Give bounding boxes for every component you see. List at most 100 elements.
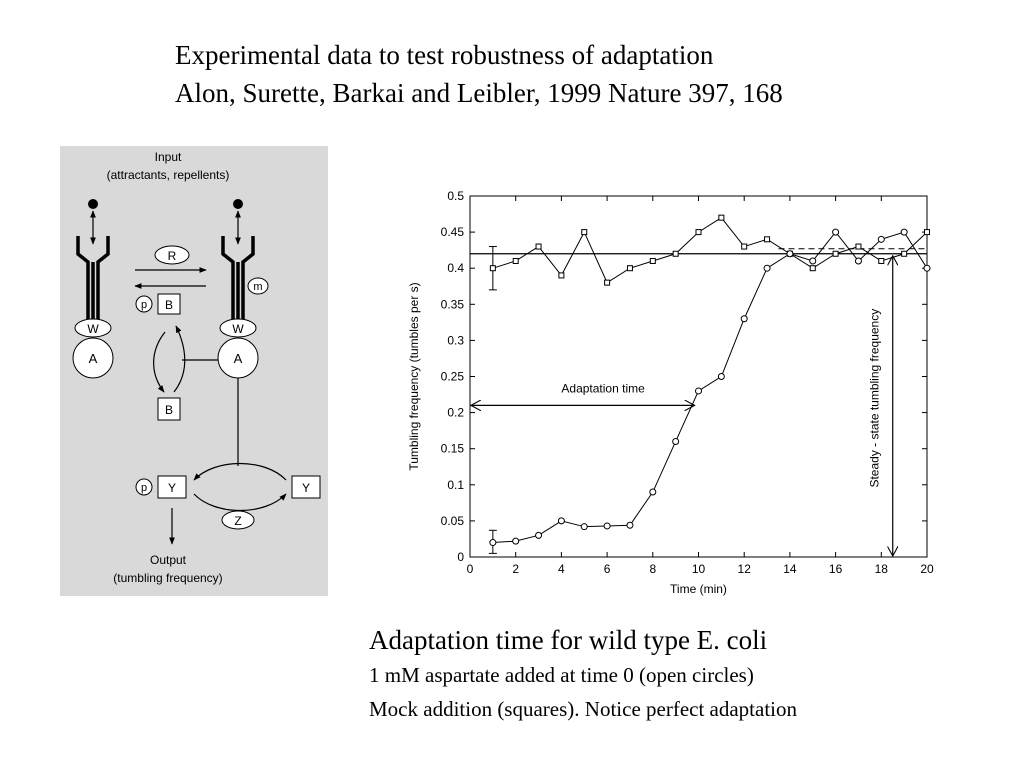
node-B-bottom — [157, 397, 181, 421]
x-tick-label: 12 — [738, 562, 752, 576]
data-point-square — [924, 229, 930, 236]
chemotaxis-pathway-diagram: Input (attractants, repellents) W A m W … — [60, 146, 328, 596]
y-tick-label: 0.15 — [441, 442, 465, 456]
x-tick-label: 0 — [467, 562, 474, 576]
data-point-square — [718, 214, 725, 221]
x-tick-label: 14 — [783, 562, 797, 576]
input-label: Input — [155, 150, 182, 164]
data-point-square — [672, 250, 679, 257]
data-point-circle — [763, 264, 771, 272]
data-point-circle — [489, 539, 497, 547]
data-point-square — [695, 229, 702, 236]
output-sublabel: (tumbling frequency) — [113, 571, 222, 585]
data-point-circle — [740, 315, 748, 323]
data-point-circle — [626, 521, 634, 529]
caption-line-2: 1 mM aspartate added at time 0 (open cir… — [369, 663, 754, 687]
data-point-square — [649, 257, 656, 264]
data-point-circle — [580, 523, 588, 531]
node-A-left-label: A — [89, 351, 98, 366]
node-p-B-label: p — [141, 299, 147, 311]
y-axis-label: Tumbling frequency (tumbles per s) — [407, 282, 421, 470]
node-R — [154, 245, 190, 265]
node-A-left — [72, 337, 114, 379]
node-Z — [221, 510, 255, 530]
title-line-2: Alon, Surette, Barkai and Leibler, 1999 … — [175, 78, 783, 108]
title-line-1: Experimental data to test robustness of … — [175, 40, 714, 70]
x-tick-label: 10 — [692, 562, 706, 576]
x-tick-label: 4 — [558, 562, 565, 576]
y-tick-label: 0.3 — [447, 333, 464, 347]
tumbling-frequency-chart: 0 2 4 6 8 10 12 14 16 18 20 0 0.05 0.1 0.15 0.2 0.25 0.3 0… — [407, 189, 934, 596]
node-Y-right — [291, 475, 321, 499]
B-cycle-left — [153, 331, 166, 393]
y-tick-label: 0.25 — [441, 370, 465, 384]
data-point-circle — [603, 522, 611, 530]
node-Y-right-label: Y — [302, 481, 310, 495]
data-point-circle — [809, 257, 817, 265]
input-sublabel: (attractants, repellents) — [107, 168, 230, 182]
ligand-dot-left — [88, 199, 98, 209]
y-tick-label: 0.5 — [447, 189, 464, 203]
data-point-square — [626, 265, 633, 272]
node-B-top-label: B — [165, 298, 173, 312]
data-point-circle — [877, 235, 885, 243]
ligand-dot-right — [233, 199, 243, 209]
series-line-squares — [492, 216, 928, 284]
y-tick-label: 0.2 — [447, 406, 464, 420]
y-tick-label: 0.4 — [447, 261, 464, 275]
data-point-square — [878, 257, 885, 264]
node-Y-left-label: Y — [168, 481, 176, 495]
data-point-square — [604, 279, 611, 286]
plot-frame — [469, 195, 928, 558]
data-point-circle — [649, 488, 657, 496]
x-tick-label: 2 — [512, 562, 519, 576]
data-point-circle — [854, 257, 862, 265]
data-point-circle — [695, 387, 702, 395]
slide-title: Experimental data to test robustness of … — [175, 36, 783, 112]
data-point-circle — [923, 264, 931, 272]
node-B-top — [157, 293, 181, 315]
node-p-Y-label: p — [141, 482, 147, 494]
Y-cycle-bottom — [193, 493, 287, 511]
node-A-right-label: A — [234, 351, 243, 366]
data-point-square — [809, 265, 816, 272]
x-tick-label: 18 — [875, 562, 889, 576]
adaptation-time-label: Adaptation time — [561, 381, 645, 395]
data-point-circle — [557, 517, 565, 525]
data-point-circle — [512, 537, 520, 545]
node-m-label: m — [253, 281, 262, 293]
receptor-left: W A — [72, 199, 114, 379]
y-tick-label: 0.45 — [441, 225, 465, 239]
node-Y-left — [157, 475, 187, 499]
y-tick-label: 0.05 — [441, 514, 465, 528]
Y-cycle-top — [193, 463, 287, 481]
node-p-B — [135, 295, 153, 313]
output-label: Output — [150, 553, 187, 567]
series-line-circles — [492, 231, 928, 544]
node-B-bottom-label: B — [165, 403, 173, 417]
data-point-square — [741, 243, 748, 250]
y-tick-label: 0 — [457, 550, 464, 564]
data-point-square — [535, 243, 542, 250]
x-tick-label: 8 — [649, 562, 656, 576]
node-W-left-label: W — [87, 322, 99, 336]
node-m — [247, 277, 269, 295]
data-point-square — [832, 250, 839, 257]
node-Z-label: Z — [234, 514, 241, 528]
receptor-right: m W A — [217, 199, 269, 379]
caption-line-1: Adaptation time for wild type E. coli — [369, 625, 768, 655]
data-point-square — [901, 250, 908, 257]
node-W-left — [74, 318, 112, 338]
node-p-Y — [135, 478, 153, 496]
data-point-square — [855, 243, 862, 250]
data-point-circle — [900, 228, 908, 236]
x-tick-label: 20 — [920, 562, 934, 576]
node-W-right-label: W — [232, 322, 244, 336]
data-point-square — [581, 229, 588, 236]
data-point-square — [764, 236, 771, 243]
x-tick-label: 6 — [604, 562, 611, 576]
steady-state-label: Steady - state tumbling frequency — [868, 309, 882, 488]
data-point-square — [489, 265, 496, 272]
B-cycle-right — [173, 325, 186, 393]
data-point-circle — [832, 228, 840, 236]
